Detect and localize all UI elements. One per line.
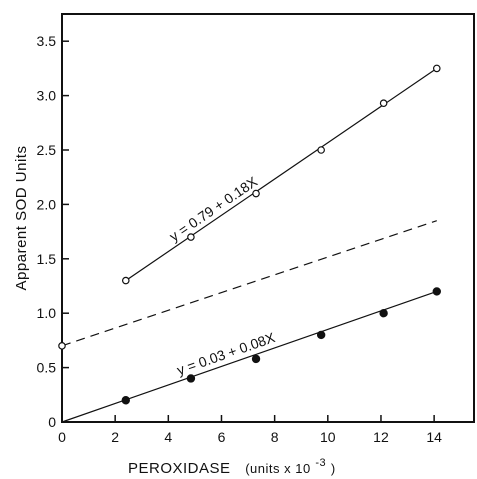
x-tick-label: 0 <box>58 429 66 445</box>
x-tick-label: 14 <box>426 429 442 445</box>
fit-line <box>125 67 438 282</box>
open-data-point <box>432 64 441 73</box>
y-tick-label: 2.5 <box>37 142 57 158</box>
x-tick-label: 8 <box>271 429 279 445</box>
regression-equation: y = 0.03 + 0.08X <box>175 329 278 378</box>
y-tick-label: 3.0 <box>37 88 57 104</box>
y-axis-label: Apparent SOD Units <box>13 146 30 291</box>
fit-lines <box>61 67 438 423</box>
x-tick-label: 10 <box>320 429 336 445</box>
y-tick-label: 0.5 <box>37 360 57 376</box>
y-tick-label: 0 <box>48 414 56 430</box>
filled-data-point <box>186 374 196 383</box>
x-tick-label: 12 <box>373 429 389 445</box>
open-data-point <box>379 99 388 108</box>
y-axis-ticks: 0 0.5 1.0 1.5 2.0 2.5 3.0 3.5 <box>37 33 69 430</box>
data-points <box>58 64 441 405</box>
x-axis-ticks: 0 2 4 6 8 10 12 14 <box>58 415 442 445</box>
x-tick-label: 4 <box>164 429 172 445</box>
open-data-point <box>252 189 260 198</box>
open-data-point <box>187 233 195 241</box>
equations: y = 0.79 + 0.18X y = 0.03 + 0.08X <box>166 173 277 378</box>
open-data-point <box>58 342 66 350</box>
y-tick-label: 2.0 <box>37 196 57 212</box>
x-tick-label: 6 <box>218 429 226 445</box>
regression-equation: y = 0.79 + 0.18X <box>166 173 260 244</box>
filled-data-point <box>432 287 441 296</box>
plot-frame <box>61 13 475 423</box>
open-data-point <box>121 276 130 285</box>
y-tick-label: 1.5 <box>37 251 57 267</box>
open-data-point <box>317 146 325 154</box>
dashed-fit-line <box>61 220 437 347</box>
y-tick-label: 1.0 <box>37 305 57 321</box>
filled-data-point <box>379 309 388 318</box>
filled-data-point <box>316 330 326 340</box>
y-tick-label: 3.5 <box>37 33 57 49</box>
filled-data-point <box>251 354 261 364</box>
filled-data-point <box>121 396 130 405</box>
x-tick-label: 2 <box>111 429 119 445</box>
x-axis-label: PEROXIDASE (units x 10 -3 ) <box>128 453 336 477</box>
